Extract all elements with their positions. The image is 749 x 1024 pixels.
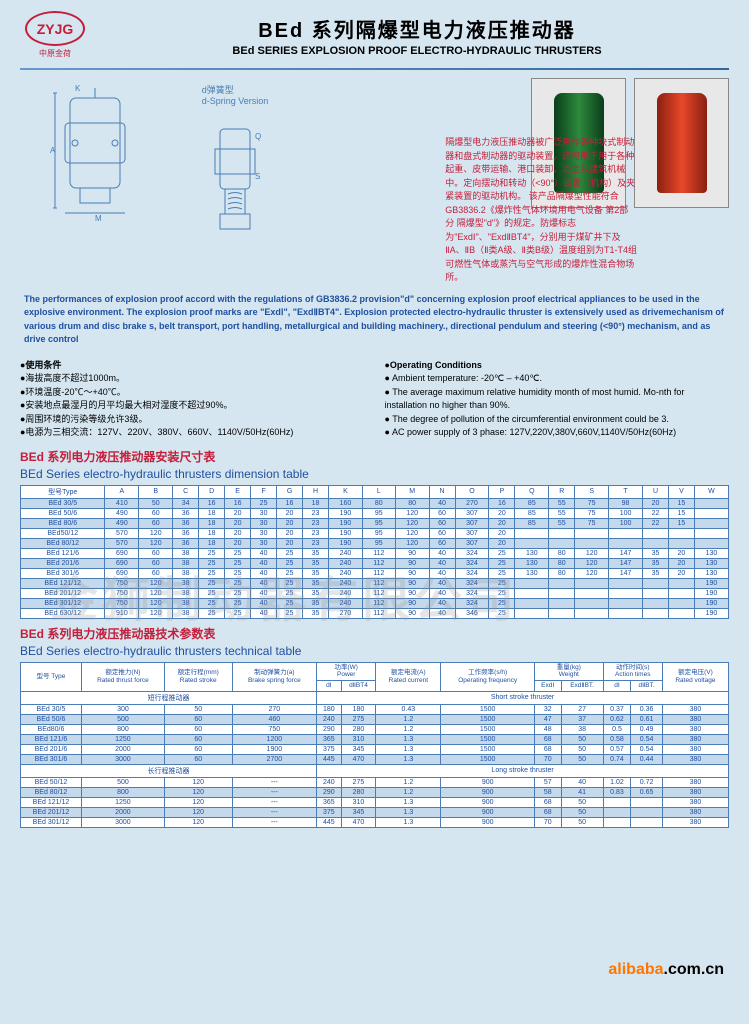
table-header: 功率(W)Power (317, 662, 376, 681)
engineering-drawing-icon: A M K (25, 83, 165, 223)
table-header: W (694, 485, 728, 498)
table-row: BEd 301/12750120382525402535240112904032… (21, 598, 729, 608)
table-header: 动作时间(s)Action times (603, 662, 662, 681)
logo-subtitle: 中原金荷 (39, 48, 71, 59)
table-header: 制动弹簧力(a)Brake spring force (232, 662, 317, 691)
table-header: 型号 Type (21, 662, 82, 691)
table-header: 额定行程(mm)Rated stroke (164, 662, 232, 691)
table-header: B (139, 485, 173, 498)
table-row: BEd 30/541050341616251618160808040270168… (21, 498, 729, 508)
diagram-spring: d弹簧型 d-Spring Version Q S (195, 83, 275, 249)
dim-title-en: BEd Series electro-hydraulic thrusters d… (20, 467, 729, 481)
table-header: U (642, 485, 668, 498)
table-row: BEd 121/612506012003653101.3150068500.58… (21, 734, 729, 744)
table-header: P (489, 485, 515, 498)
table-header: 额定电流(A)Rated current (376, 662, 441, 691)
conditions-cn: ●使用条件 ●海拔高度不超过1000m。 ●环境温度-20℃～+40℃。 ●安装… (20, 359, 365, 440)
table-row: BEd 30/5300502701801800.43150032270.370.… (21, 704, 729, 714)
table-header: G (277, 485, 303, 498)
diagram-label: d弹簧型 d-Spring Version (202, 83, 269, 106)
table-header: 重量(kg)Weight (534, 662, 603, 681)
table-header: T (609, 485, 643, 498)
table-header: E (225, 485, 251, 498)
table-header: 额定推力(N)Rated thrust force (81, 662, 164, 691)
description-cn: 隔爆型电力液压推动器被广泛用作各种块式制动器和盘式制动器的驱动装置。还可用于用于… (441, 132, 641, 289)
tech-title-cn: BEd 系列电力液压推动器技术参数表 (20, 625, 729, 642)
table-section: 短行程推动器Short stroke thruster (21, 691, 729, 704)
description-en: The performances of explosion proof acco… (20, 289, 729, 351)
conditions-block: ●使用条件 ●海拔高度不超过1000m。 ●环境温度-20℃～+40℃。 ●安装… (20, 359, 729, 440)
logo-text: ZYJG (25, 11, 85, 46)
table-row: BEd 201/620006019003753451.3150068500.57… (21, 744, 729, 754)
table-row: BEd 121/12750120382525402535240112904032… (21, 578, 729, 588)
footer-watermark: alibaba.com.cn (608, 961, 724, 979)
table-section: 长行程推动器Long stroke thruster (21, 764, 729, 777)
table-row: BEd 50/6500604602402751.2150047370.620.6… (21, 714, 729, 724)
table-row: BEd 80/125701203618203020231909512060307… (21, 538, 729, 548)
dimension-table: 型号TypeABCDEFGHKLMNOPQRSTUVW BEd 30/54105… (20, 485, 729, 619)
table-row: BEd 50/12500120---2402751.290057401.020.… (21, 777, 729, 787)
table-row: BEd80/6800607502902801.2150048380.50.493… (21, 724, 729, 734)
table-header: 额定电压(V)Rated voltage (662, 662, 728, 691)
divider (20, 68, 729, 70)
table-header: D (199, 485, 225, 498)
table-row: BEd 121/66906038252540253524011290403242… (21, 548, 729, 558)
table-row: BEd 80/12800120---2902801.290058410.830.… (21, 787, 729, 797)
table-header: M (395, 485, 429, 498)
table-row: BEd 201/122000120---3753451.39006850380 (21, 807, 729, 817)
table-header: O (455, 485, 489, 498)
svg-text:K: K (75, 84, 81, 93)
title-block: BEd 系列隔爆型电力液压推动器 BEd SERIES EXPLOSION PR… (105, 14, 729, 57)
table-row: BEd 201/12750120382525402535240112904032… (21, 588, 729, 598)
table-header: K (329, 485, 363, 498)
table-header: A (105, 485, 139, 498)
table-row: BEd50/1257012036182030202319095120603072… (21, 528, 729, 538)
tech-title-en: BEd Series electro-hydraulic thrusters t… (20, 644, 729, 658)
dim-title-cn: BEd 系列电力液压推动器安装尺寸表 (20, 448, 729, 465)
table-row: BEd 121/121250120---3653101.39006850380 (21, 797, 729, 807)
table-header: 工作频率(s/h)Operating frequency (441, 662, 535, 691)
table-row: BEd 301/123000120---4454701.39007050380 (21, 817, 729, 827)
table-header: N (429, 485, 455, 498)
logo: ZYJG 中原金荷 (20, 10, 90, 60)
conditions-en: ●Operating Conditions ● Ambient temperat… (385, 359, 730, 440)
title-en: BEd SERIES EXPLOSION PROOF ELECTRO-HYDRA… (105, 45, 729, 57)
table-header: F (251, 485, 277, 498)
spring-drawing-icon: Q S (195, 109, 275, 249)
svg-text:M: M (95, 214, 102, 223)
table-row: BEd 630/12910120382525402535270112904034… (21, 608, 729, 618)
table-header: V (668, 485, 694, 498)
table-row: BEd 80/649060361820302023190951206030720… (21, 518, 729, 528)
table-row: BEd 301/630006027004454701.3150070500.74… (21, 754, 729, 764)
table-row: BEd 201/66906038252540253524011290403242… (21, 558, 729, 568)
table-header: S (575, 485, 609, 498)
photo-red-thruster (634, 78, 729, 208)
diagram-main: A M K (25, 83, 165, 249)
header: ZYJG 中原金荷 BEd 系列隔爆型电力液压推动器 BEd SERIES EX… (20, 10, 729, 60)
svg-text:Q: Q (255, 132, 261, 141)
title-cn: BEd 系列隔爆型电力液压推动器 (105, 14, 729, 43)
svg-text:S: S (255, 172, 260, 181)
table-row: BEd 50/649060361820302023190951206030720… (21, 508, 729, 518)
table-header: Q (515, 485, 549, 498)
technical-table: 型号 Type额定推力(N)Rated thrust force额定行程(mm)… (20, 662, 729, 828)
table-header: 型号Type (21, 485, 105, 498)
table-header: L (362, 485, 395, 498)
table-row: BEd 301/66906038252540253524011290403242… (21, 568, 729, 578)
table-header: H (303, 485, 329, 498)
table-header: C (173, 485, 199, 498)
table-header: R (549, 485, 575, 498)
svg-text:A: A (50, 146, 56, 155)
